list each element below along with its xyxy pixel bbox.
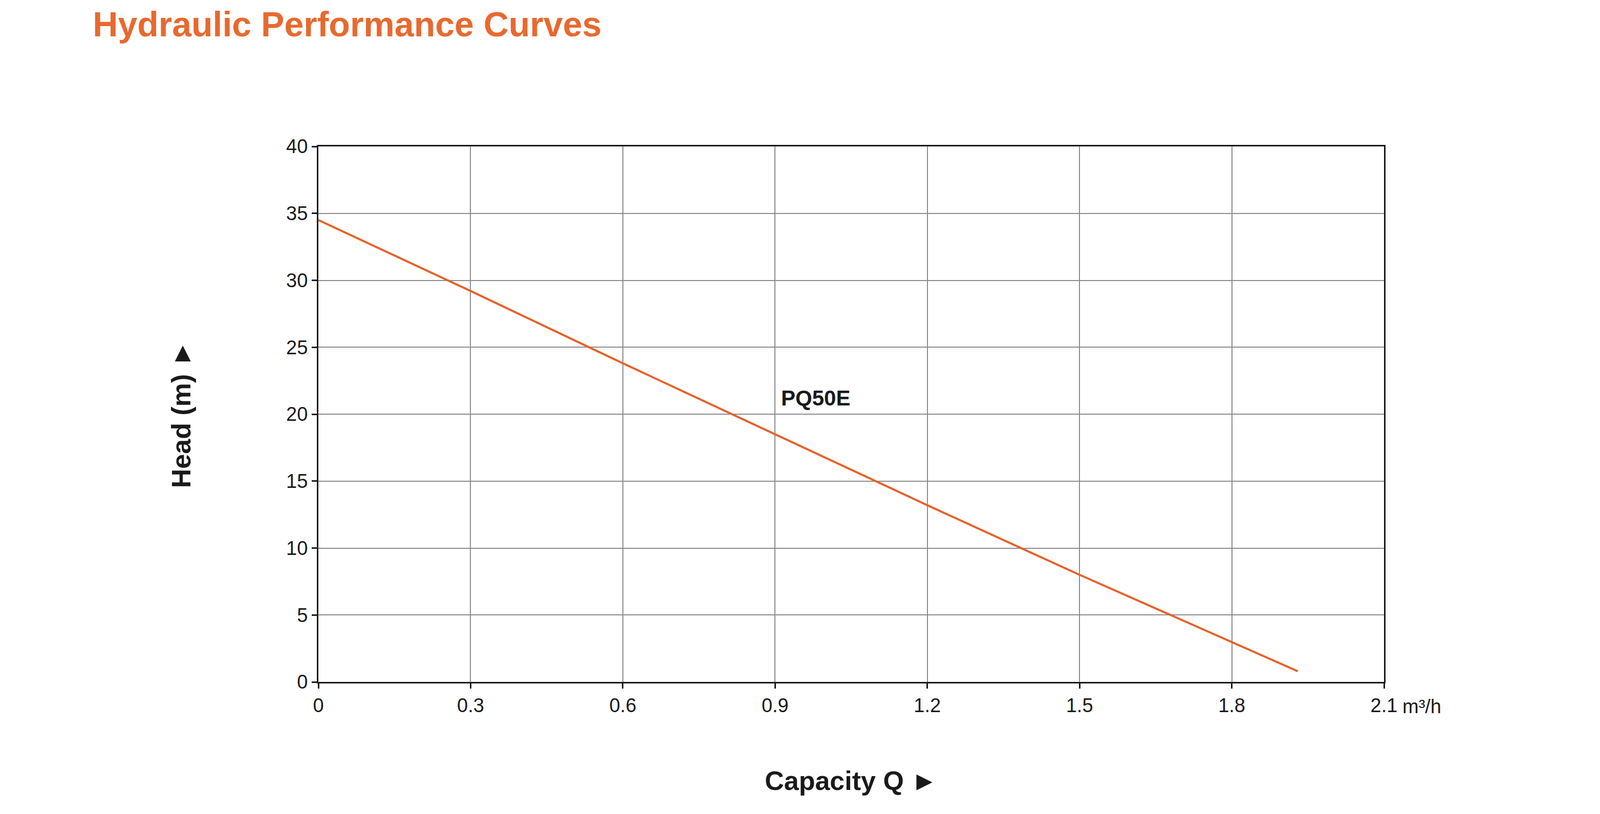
svg-text:15: 15 [286, 470, 308, 492]
svg-text:0.3: 0.3 [457, 694, 485, 717]
svg-text:40: 40 [286, 135, 308, 158]
svg-text:20: 20 [286, 403, 308, 425]
svg-text:Capacity Q ►: Capacity Q ► [764, 765, 938, 796]
svg-text:2.1: 2.1 [1370, 694, 1398, 717]
svg-text:35: 35 [286, 202, 308, 225]
svg-text:PQ50E: PQ50E [781, 385, 851, 410]
svg-text:m³/h: m³/h [1402, 695, 1442, 718]
svg-text:30: 30 [286, 269, 308, 292]
svg-text:0: 0 [312, 694, 324, 717]
svg-text:1.2: 1.2 [913, 694, 941, 717]
svg-text:1.8: 1.8 [1218, 694, 1246, 717]
svg-text:Head (m) ►: Head (m) ► [166, 340, 197, 488]
svg-text:5: 5 [296, 604, 308, 626]
svg-text:10: 10 [286, 537, 308, 559]
svg-text:Hydraulic Performance Curves: Hydraulic Performance Curves [92, 4, 602, 44]
svg-text:0: 0 [296, 671, 308, 693]
svg-text:1.5: 1.5 [1066, 694, 1094, 717]
svg-text:0.6: 0.6 [609, 694, 637, 717]
svg-text:0.9: 0.9 [761, 694, 789, 717]
svg-text:25: 25 [286, 336, 308, 359]
